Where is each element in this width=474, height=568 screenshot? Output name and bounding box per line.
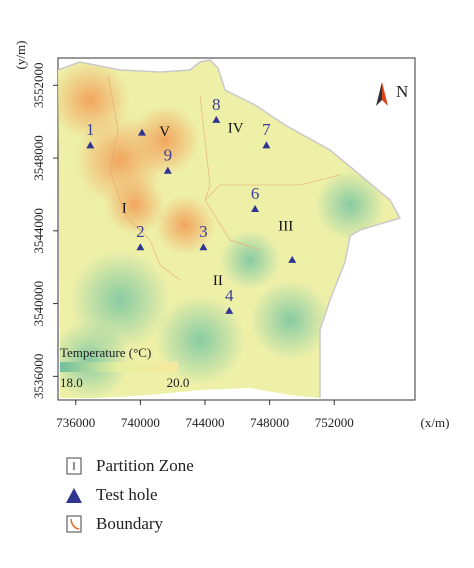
y-tick-label: 3536000	[31, 354, 46, 400]
north-arrow	[376, 82, 388, 106]
x-axis-label: (x/m)	[421, 415, 450, 430]
x-tick-label: 744000	[186, 415, 225, 430]
legend-label: Boundary	[96, 514, 164, 533]
test-hole-label: 8	[212, 95, 221, 114]
colorbar-tick-label: 20.0	[167, 375, 190, 390]
zone-label: IV	[228, 120, 244, 136]
zone-label: V	[159, 124, 170, 140]
colorbar	[60, 362, 178, 372]
test-hole	[86, 141, 95, 149]
legend-hole-icon	[66, 488, 82, 503]
test-hole	[262, 141, 271, 149]
test-hole-label: 4	[225, 286, 234, 305]
test-hole	[225, 306, 234, 314]
test-hole	[163, 166, 172, 174]
legend-label: Partition Zone	[96, 456, 194, 475]
test-hole-label: 7	[262, 120, 271, 139]
test-hole-label: 6	[251, 184, 260, 203]
legend-zone-icon	[66, 457, 82, 475]
y-axis-label: (y/m)	[13, 41, 28, 70]
zone-label: II	[213, 273, 223, 289]
test-hole	[136, 243, 145, 251]
zone-label: III	[278, 219, 293, 235]
x-tick-label: 740000	[121, 415, 160, 430]
x-tick-label: 752000	[315, 415, 354, 430]
test-hole	[138, 128, 146, 136]
bottom-legend: I Partition Zone Test hole Boundary	[66, 456, 194, 533]
test-hole-label: 1	[86, 120, 95, 139]
colorbar-tick-label: 18.0	[60, 375, 83, 390]
test-hole-label: 9	[164, 146, 173, 165]
test-hole	[199, 243, 208, 251]
y-tick-label: 3540000	[31, 281, 46, 327]
test-hole	[251, 204, 260, 212]
x-tick-label: 736000	[56, 415, 95, 430]
legend-label: Test hole	[96, 485, 158, 504]
test-hole-label: 3	[199, 222, 208, 241]
partition-lines	[107, 74, 341, 281]
legend-zone-glyph: I	[72, 461, 76, 473]
zone-label: I	[122, 200, 127, 216]
test-hole	[288, 255, 297, 263]
test-hole-label: 2	[136, 222, 145, 241]
legend-boundary-icon	[66, 515, 82, 533]
y-tick-label: 3544000	[31, 208, 46, 254]
test-hole	[212, 115, 221, 123]
boundary	[57, 59, 402, 398]
legend-boundary-stroke	[70, 518, 80, 530]
y-tick-label: 3548000	[31, 135, 46, 181]
colorbar-title: Temperature (°C)	[60, 345, 151, 360]
north-label: N	[396, 82, 408, 101]
temperature-field	[58, 60, 400, 398]
y-tick-label: 3552000	[31, 63, 46, 109]
x-tick-label: 748000	[250, 415, 289, 430]
